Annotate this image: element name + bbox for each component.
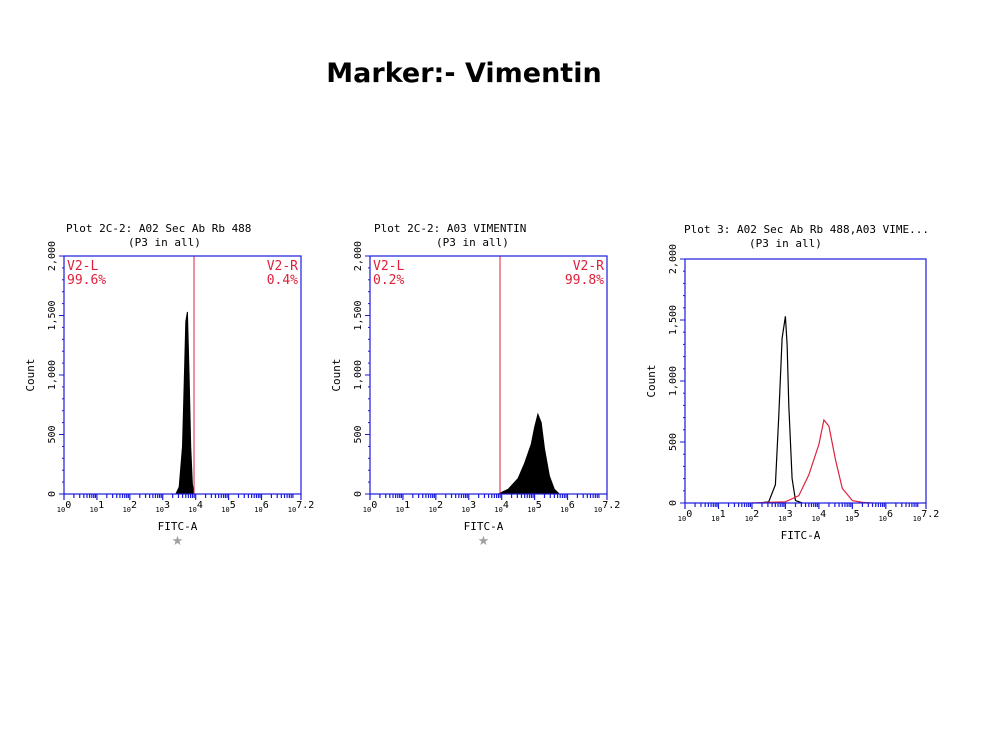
x-axis-label: FITC-A (464, 520, 504, 533)
plot-subtitle: (P3 in all) (128, 236, 201, 249)
x-tick-label: 100 (57, 500, 71, 514)
y-tick-label: 1,500 (353, 300, 364, 330)
gate-right-percent: 99.8% (565, 273, 604, 288)
y-axis-label: Count (645, 364, 658, 397)
y-tick-label: 1,000 (47, 360, 58, 390)
x-tick-label: 104 (812, 509, 826, 523)
histogram-series-1 (175, 311, 195, 495)
x-tick-label: 103 (156, 500, 170, 514)
x-tick-label: 106 (560, 500, 574, 514)
x-tick-label: 101 (90, 500, 104, 514)
plot-title: Plot 2C-2: A02 Sec Ab Rb 488 (66, 222, 251, 235)
x-tick-label: 105 (845, 509, 859, 523)
gate-left-percent: 0.2% (373, 273, 404, 288)
histogram-series-1 (498, 412, 561, 495)
y-tick-label: 0 (47, 491, 58, 497)
x-tick-label: 104 (188, 500, 202, 514)
gate-right-label: V2-R (573, 259, 604, 274)
x-tick-label: 105 (221, 500, 235, 514)
x-tick-label: 101 (711, 509, 725, 523)
x-tick-label: 103 (778, 509, 792, 523)
histogram-panel-1: Plot 2C-2: A02 Sec Ab Rb 488(P3 in all) V… (24, 222, 314, 549)
y-tick-label: 1,000 (668, 366, 679, 396)
plot-subtitle: (P3 in all) (436, 236, 509, 249)
y-tick-label: 500 (668, 433, 679, 451)
x-tick-label: 107.2 (594, 500, 621, 514)
star-icon: ★ (478, 534, 490, 549)
gate-left-label: V2-L (67, 259, 98, 274)
x-tick-label: 106 (254, 500, 268, 514)
y-tick-label: 0 (353, 491, 364, 497)
gate-left-label: V2-L (373, 259, 404, 274)
x-axis-label: FITC-A (781, 529, 821, 542)
star-icon: ★ (172, 534, 184, 549)
x-tick-label: 104 (494, 500, 508, 514)
gate-right-percent: 0.4% (267, 273, 298, 288)
y-tick-label: 1,500 (668, 305, 679, 335)
histogram-panel-2: Plot 2C-2: A03 VIMENTIN(P3 in all) V2-L0.… (330, 222, 620, 549)
x-tick-label: 106 (879, 509, 893, 523)
x-tick-label: 100 (678, 509, 692, 523)
x-tick-label: 107.2 (913, 509, 940, 523)
x-axis-label: FITC-A (158, 520, 198, 533)
y-tick-label: 1,500 (47, 300, 58, 330)
histogram-series-1 (758, 316, 803, 504)
gate-left-percent: 99.6% (67, 273, 106, 288)
y-tick-label: 1,000 (353, 360, 364, 390)
x-tick-label: 100 (363, 500, 377, 514)
y-tick-label: 2,000 (47, 241, 58, 271)
x-tick-label: 102 (429, 500, 443, 514)
x-tick-label: 102 (745, 509, 759, 523)
y-tick-label: 500 (353, 425, 364, 443)
y-tick-label: 2,000 (353, 241, 364, 271)
y-tick-label: 2,000 (668, 244, 679, 274)
gate-right-label: V2-R (267, 259, 298, 274)
y-axis-label: Count (330, 358, 343, 391)
histogram-panel-3: Plot 3: A02 Sec Ab Rb 488,A03 VIME...(P3… (645, 223, 939, 542)
plot-frame (684, 258, 927, 504)
x-tick-label: 105 (527, 500, 541, 514)
x-tick-label: 103 (462, 500, 476, 514)
page-title: Marker:- Vimentin (326, 58, 602, 89)
histogram-series-2 (751, 418, 873, 504)
x-tick-label: 102 (123, 500, 137, 514)
plot-frame (369, 255, 608, 495)
x-tick-label: 101 (396, 500, 410, 514)
y-axis-label: Count (24, 358, 37, 391)
plot-subtitle: (P3 in all) (749, 237, 822, 250)
plot-title: Plot 2C-2: A03 VIMENTIN (374, 222, 526, 235)
plot-title: Plot 3: A02 Sec Ab Rb 488,A03 VIME... (684, 223, 929, 236)
x-tick-label: 107.2 (288, 500, 315, 514)
y-tick-label: 0 (668, 500, 679, 506)
y-tick-label: 500 (47, 425, 58, 443)
